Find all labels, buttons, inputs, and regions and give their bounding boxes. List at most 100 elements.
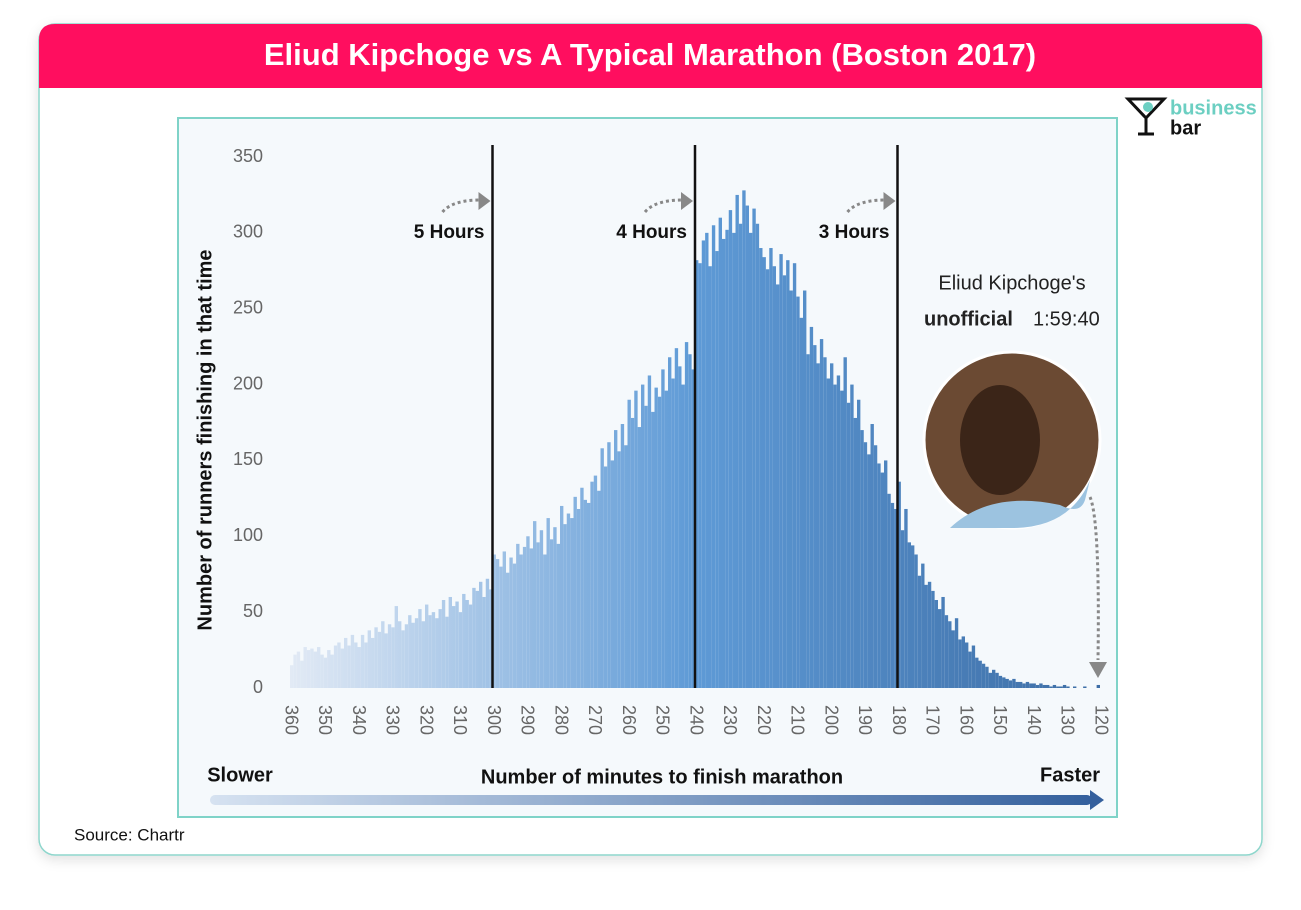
bar bbox=[674, 348, 679, 688]
marker-arrow bbox=[441, 198, 481, 214]
bar bbox=[573, 496, 577, 688]
bar bbox=[826, 378, 830, 688]
bar bbox=[850, 384, 854, 688]
bar bbox=[1052, 684, 1057, 688]
bar bbox=[1012, 678, 1016, 688]
bar bbox=[489, 589, 493, 688]
bar bbox=[671, 378, 675, 688]
bar bbox=[1025, 681, 1030, 688]
bar bbox=[1062, 684, 1067, 688]
pointer-head bbox=[1089, 662, 1107, 678]
bar bbox=[644, 405, 648, 688]
pointer bbox=[1088, 496, 1100, 661]
bar bbox=[843, 357, 847, 688]
bar bbox=[1066, 686, 1070, 688]
x-tick-label: 160 bbox=[956, 705, 976, 735]
bar bbox=[384, 633, 388, 688]
y-tick-label: 0 bbox=[253, 677, 263, 697]
bar bbox=[833, 384, 837, 688]
y-tick-label: 150 bbox=[233, 449, 263, 469]
bar bbox=[482, 596, 486, 688]
bar bbox=[566, 513, 571, 688]
bar bbox=[350, 634, 355, 688]
bar bbox=[934, 600, 938, 688]
chart-title: Eliud Kipchoge vs A Typical Marathon (Bo… bbox=[264, 37, 1036, 72]
x-tick-label: 310 bbox=[450, 705, 470, 735]
bar bbox=[992, 669, 996, 688]
y-tick-label: 250 bbox=[233, 297, 263, 317]
bar bbox=[563, 524, 567, 688]
bar bbox=[560, 505, 564, 688]
bar bbox=[509, 557, 513, 688]
bar bbox=[499, 566, 503, 688]
x-tick-label: 230 bbox=[720, 705, 740, 735]
x-tick-label: 340 bbox=[349, 705, 369, 735]
y-tick-label: 100 bbox=[233, 525, 263, 545]
bar bbox=[404, 624, 409, 688]
bar bbox=[742, 190, 746, 688]
bar bbox=[603, 466, 608, 688]
bar bbox=[303, 647, 307, 688]
bar bbox=[516, 543, 520, 688]
bar bbox=[556, 543, 560, 688]
x-axis-label: Number of minutes to finish marathon bbox=[481, 766, 843, 788]
bar bbox=[587, 502, 591, 688]
bar bbox=[860, 430, 864, 688]
bar bbox=[495, 559, 500, 688]
bar bbox=[715, 251, 719, 688]
bar bbox=[877, 463, 881, 688]
bar bbox=[306, 650, 311, 688]
bar bbox=[492, 554, 496, 688]
bar bbox=[988, 672, 992, 688]
bar bbox=[647, 375, 652, 688]
bar bbox=[1029, 683, 1033, 688]
marker-label: 4 Hours bbox=[616, 222, 687, 243]
caption: Faster bbox=[1040, 764, 1100, 786]
bar bbox=[300, 660, 304, 688]
bar bbox=[479, 581, 483, 688]
bar bbox=[317, 647, 321, 688]
bar bbox=[853, 417, 857, 688]
bar bbox=[755, 223, 760, 689]
bar bbox=[867, 454, 871, 688]
bar bbox=[533, 521, 537, 688]
x-tick-label: 200 bbox=[821, 705, 841, 735]
marker-label: 3 Hours bbox=[819, 222, 890, 243]
bar bbox=[1039, 683, 1043, 688]
bar bbox=[597, 490, 601, 688]
bar bbox=[792, 263, 797, 688]
bar bbox=[1008, 680, 1013, 688]
bar bbox=[634, 390, 638, 688]
bar bbox=[323, 657, 328, 688]
bar bbox=[732, 232, 736, 688]
bar bbox=[357, 647, 361, 688]
note-bold: unofficial bbox=[924, 308, 1013, 330]
bar bbox=[782, 275, 787, 688]
bar bbox=[543, 554, 547, 688]
bar bbox=[836, 375, 841, 688]
bar bbox=[884, 460, 888, 688]
bar bbox=[333, 645, 338, 688]
bar bbox=[917, 575, 922, 688]
bar bbox=[610, 460, 614, 688]
bar bbox=[911, 545, 915, 688]
bar bbox=[465, 600, 469, 688]
bar bbox=[1022, 683, 1026, 688]
bar bbox=[435, 618, 439, 688]
bar bbox=[941, 596, 945, 688]
bar bbox=[924, 584, 928, 688]
bar bbox=[857, 399, 861, 688]
bar bbox=[971, 645, 976, 688]
bar bbox=[890, 502, 895, 688]
bar bbox=[722, 238, 726, 688]
y-tick-label: 200 bbox=[233, 373, 263, 393]
bar bbox=[421, 621, 425, 688]
bar bbox=[485, 578, 490, 688]
bar bbox=[296, 651, 301, 688]
brand-name: business bbox=[1170, 97, 1257, 119]
bar bbox=[522, 546, 527, 688]
bar bbox=[661, 369, 665, 688]
bar bbox=[816, 363, 820, 688]
x-tick-label: 270 bbox=[585, 705, 605, 735]
